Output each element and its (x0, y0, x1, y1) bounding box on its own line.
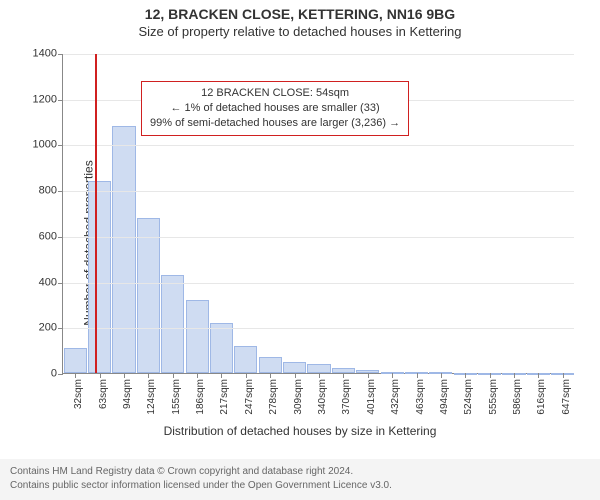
bar (64, 348, 87, 373)
bar-fill (307, 364, 330, 373)
bar (161, 275, 184, 373)
bar-fill (88, 181, 111, 373)
plot-area: 020040060080010001200140032sqm63sqm94sqm… (62, 54, 574, 374)
xtick-label: 63sqm (98, 373, 109, 409)
bar (186, 300, 209, 373)
xtick-label: 524sqm (463, 373, 474, 415)
chart-container: Number of detached properties 0200400600… (0, 46, 600, 440)
ytick-label: 400 (25, 277, 63, 288)
bar (307, 364, 330, 373)
bar (210, 323, 233, 373)
bar-fill (186, 300, 209, 373)
xtick-label: 155sqm (171, 373, 182, 415)
footer: Contains HM Land Registry data © Crown c… (0, 459, 600, 500)
gridline (63, 328, 574, 329)
ytick-label: 1200 (25, 94, 63, 105)
bar-fill (112, 126, 135, 373)
xtick-label: 278sqm (268, 373, 279, 415)
xtick-label: 124sqm (146, 373, 157, 415)
xtick-label: 555sqm (488, 373, 499, 415)
ytick-label: 0 (25, 369, 63, 380)
xtick-label: 616sqm (536, 373, 547, 415)
annotation-line: ← 1% of detached houses are smaller (33) (150, 101, 400, 116)
gridline (63, 54, 574, 55)
bar (259, 357, 282, 373)
marker-line (95, 54, 97, 373)
bar (112, 126, 135, 373)
bar (234, 346, 257, 373)
bar-fill (234, 346, 257, 373)
x-axis-label: Distribution of detached houses by size … (0, 424, 600, 438)
gridline (63, 145, 574, 146)
xtick-label: 647sqm (561, 373, 572, 415)
gridline (63, 237, 574, 238)
ytick-label: 1000 (25, 140, 63, 151)
footer-line-2: Contains public sector information licen… (10, 479, 590, 493)
xtick-label: 186sqm (195, 373, 206, 415)
xtick-label: 370sqm (341, 373, 352, 415)
ytick-label: 800 (25, 186, 63, 197)
gridline (63, 283, 574, 284)
xtick-label: 401sqm (366, 373, 377, 415)
xtick-label: 494sqm (439, 373, 450, 415)
bar (283, 362, 306, 373)
xtick-label: 94sqm (122, 373, 133, 409)
ytick-label: 200 (25, 323, 63, 334)
xtick-label: 32sqm (73, 373, 84, 409)
annotation-box: 12 BRACKEN CLOSE: 54sqm← 1% of detached … (141, 81, 409, 136)
bar-fill (137, 218, 160, 373)
bar-fill (259, 357, 282, 373)
bar-fill (64, 348, 87, 373)
xtick-label: 340sqm (317, 373, 328, 415)
page-subtitle: Size of property relative to detached ho… (0, 22, 600, 43)
xtick-label: 432sqm (390, 373, 401, 415)
annotation-line: 12 BRACKEN CLOSE: 54sqm (150, 86, 400, 101)
footer-line-1: Contains HM Land Registry data © Crown c… (10, 465, 590, 479)
bar-fill (283, 362, 306, 373)
bar (137, 218, 160, 373)
bar-fill (210, 323, 233, 373)
xtick-label: 586sqm (512, 373, 523, 415)
xtick-label: 463sqm (415, 373, 426, 415)
xtick-label: 309sqm (293, 373, 304, 415)
gridline (63, 191, 574, 192)
xtick-label: 217sqm (219, 373, 230, 415)
annotation-line: 99% of semi-detached houses are larger (… (150, 116, 400, 131)
xtick-label: 247sqm (244, 373, 255, 415)
ytick-label: 1400 (25, 49, 63, 60)
bar (88, 181, 111, 373)
page-title: 12, BRACKEN CLOSE, KETTERING, NN16 9BG (0, 0, 600, 22)
ytick-label: 600 (25, 231, 63, 242)
bar-fill (161, 275, 184, 373)
